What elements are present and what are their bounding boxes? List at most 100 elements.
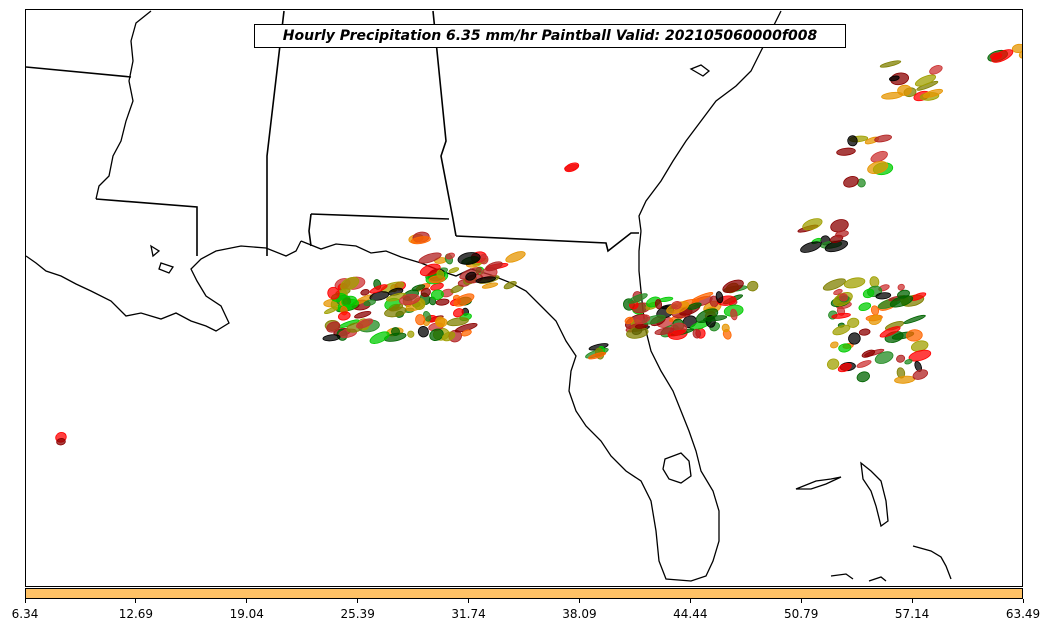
colorbar-tick [246, 599, 248, 603]
precip-paintball [857, 178, 866, 188]
precip-paintball [445, 252, 455, 260]
precip-paintball [564, 162, 580, 173]
colorbar-tick-label: 31.74 [451, 607, 486, 621]
state-borders [26, 10, 639, 256]
precip-paintball [452, 308, 464, 318]
colorbar-tick-label: 12.69 [118, 607, 154, 621]
precip-paintball [868, 314, 882, 325]
precip-paintball [858, 302, 872, 312]
precip-paintball [391, 327, 400, 336]
precip-paintball [434, 316, 446, 328]
colorbar-tick [689, 599, 691, 603]
precip-paintball [747, 280, 759, 292]
precip-paintball [588, 351, 607, 360]
precip-paintball [627, 293, 648, 304]
precip-paintball [721, 323, 730, 333]
colorbar-tick-label: 38.09 [562, 607, 597, 621]
precip-paintball [340, 276, 360, 291]
precip-paintball [894, 375, 916, 384]
precip-paintball [390, 304, 404, 312]
map-panel: Hourly Precipitation 6.35 mm/hr Paintbal… [25, 9, 1023, 587]
coastlines [26, 10, 952, 582]
precip-paintball [861, 349, 876, 358]
precip-paintball [703, 315, 728, 322]
precip-paintball [991, 49, 1014, 63]
colorbar-tick-label: 19.04 [229, 607, 264, 621]
colorbar-tick [24, 599, 26, 603]
colorbar-tick [468, 599, 470, 603]
precip-paintball [363, 299, 376, 306]
precip-paintball [896, 354, 906, 363]
colorbar-tick [800, 599, 802, 603]
colorbar-tick-label: 44.44 [673, 607, 708, 621]
precip-paintball [856, 360, 872, 368]
precip-paintball [386, 292, 407, 302]
precip-paintball [410, 236, 431, 245]
colorbar-tick [135, 599, 137, 603]
precip-paintball [341, 295, 358, 307]
precip-paintball [461, 329, 472, 337]
precip-paintball [879, 326, 901, 338]
precip-paintball [435, 298, 450, 306]
precip-paintball [687, 302, 702, 310]
colorbar-tick-label: 57.14 [894, 607, 930, 621]
precip-paintball [875, 292, 892, 300]
precip-paintball [505, 251, 526, 263]
precip-paintball [667, 329, 686, 337]
precip-paintball [369, 284, 388, 294]
precip-paintball [634, 314, 651, 325]
precip-paintball [833, 288, 843, 296]
precip-paintball [822, 278, 846, 291]
precip-paintball [326, 321, 341, 333]
precip-paintball [874, 351, 894, 364]
precip-paintball [475, 276, 496, 284]
precip-paintball [436, 269, 445, 279]
precip-paintball [867, 161, 889, 174]
precip-paintball [715, 291, 724, 304]
precip-paintball [337, 311, 351, 321]
precip-paintball [874, 134, 892, 143]
precip-paintball [457, 252, 481, 265]
precip-paintball [417, 326, 429, 338]
precip-paintball [407, 330, 415, 338]
precip-paintball [327, 286, 340, 300]
precip-paintball [858, 328, 871, 336]
precip-paintball [908, 349, 932, 362]
precip-paintball [420, 287, 431, 298]
precip-paintball [903, 314, 926, 324]
paintball-members [55, 43, 1022, 446]
precip-paintball [399, 293, 421, 306]
precip-paintball [56, 438, 66, 446]
precip-paintball [879, 60, 902, 68]
precip-paintball [485, 261, 503, 272]
precip-paintball [430, 289, 444, 300]
precip-paintball [922, 88, 944, 98]
precip-paintball [839, 293, 848, 302]
precip-paintball [722, 279, 744, 294]
precip-paintball [862, 288, 875, 299]
precip-paintball [838, 343, 852, 353]
precip-paintball [453, 293, 475, 307]
colorbar [25, 588, 1023, 599]
precip-paintball [1011, 43, 1022, 53]
colorbar-tick [911, 599, 913, 603]
precip-paintball [448, 267, 460, 274]
precip-paintball [356, 318, 374, 329]
precip-paintball [843, 277, 866, 289]
precip-paintball [354, 310, 372, 319]
colorbar-tick [357, 599, 359, 603]
precip-paintball [830, 341, 839, 349]
precip-paintball [479, 254, 489, 265]
precip-paintball [832, 324, 851, 336]
precip-paintball [836, 147, 856, 156]
precip-paintball [835, 230, 849, 238]
colorbar-tick [578, 599, 580, 603]
precip-paintball [837, 363, 852, 373]
precip-paintball [929, 65, 943, 75]
colorbar-tick-label: 63.49 [1005, 607, 1041, 621]
precip-paintball [897, 84, 912, 96]
precip-paintball [503, 280, 517, 290]
precip-paintball [322, 334, 341, 342]
precip-paintball [856, 371, 870, 383]
precip-paintball [671, 301, 682, 310]
